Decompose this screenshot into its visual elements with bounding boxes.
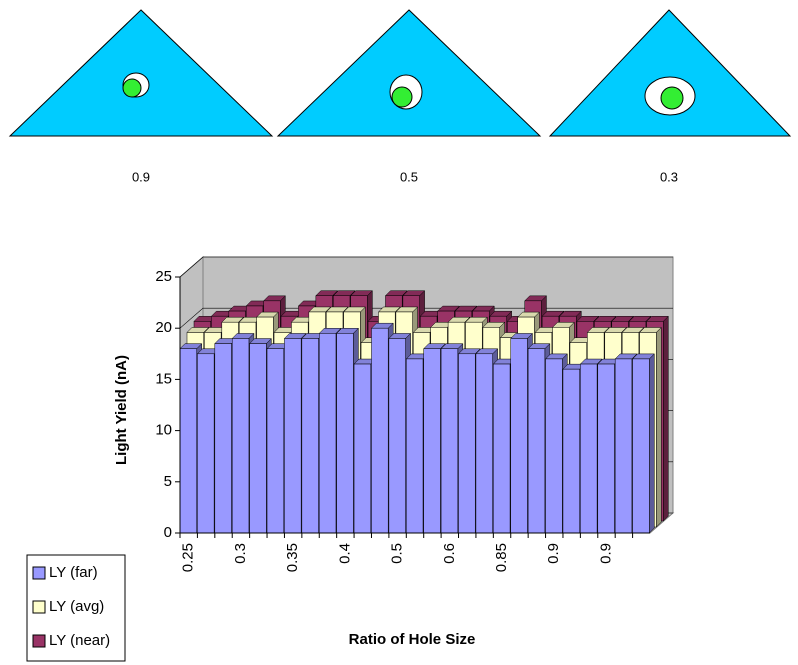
x-tick-label: 0.9: [597, 543, 614, 564]
y-tick-label: 5: [164, 473, 172, 490]
triangle: [278, 10, 540, 136]
bar: [215, 344, 232, 533]
bar: [633, 359, 650, 533]
bar: [337, 333, 354, 533]
bar: [232, 338, 249, 533]
legend-swatch: [33, 601, 45, 613]
bar: [459, 354, 476, 533]
bar: [563, 369, 580, 533]
legend-swatch: [33, 567, 45, 579]
x-tick-label: 0.25: [180, 543, 197, 572]
bar: [615, 359, 632, 533]
x-tick-label: 0.9: [545, 543, 562, 564]
fiber: [123, 79, 141, 97]
x-tick-label: 0.35: [284, 543, 301, 572]
bar: [441, 349, 458, 533]
bar: [406, 359, 423, 533]
bar: [180, 349, 197, 533]
bar: [389, 338, 406, 533]
x-tick-label: 0.85: [493, 543, 510, 572]
bar-side: [656, 327, 661, 527]
chart: 0 5 10 15 20 25 0.25 0.3 0.35 0.4 0.5 0.6 0.85 0.9 0.9: [155, 257, 673, 572]
legend-swatch: [33, 635, 45, 647]
x-axis-title: Ratio of Hole Size: [349, 631, 476, 648]
bar: [546, 359, 563, 533]
bar-side: [649, 354, 654, 533]
bar: [476, 354, 493, 533]
legend-label: LY (avg): [49, 598, 104, 615]
bar: [511, 338, 528, 533]
bar: [354, 364, 371, 533]
bar: [197, 354, 214, 533]
legend-label: LY (near): [49, 632, 110, 649]
y-tick-label: 10: [155, 422, 172, 439]
x-tick-label: 0.3: [232, 543, 249, 564]
bar: [493, 364, 510, 533]
y-tick-label: 25: [155, 268, 172, 285]
panel-label: 0.9: [132, 169, 150, 184]
bar: [598, 364, 615, 533]
triangle: [550, 10, 790, 136]
bar-side: [663, 316, 668, 521]
triangle: [10, 10, 272, 136]
x-tick-label: 0.4: [336, 543, 353, 564]
legend-label: LY (far): [49, 564, 98, 581]
bar: [284, 338, 301, 533]
fiber: [392, 87, 412, 107]
y-axis-title: Light Yield (nA): [113, 355, 130, 465]
page: 0.9 0.5 0.3 05101520250.250.30.350.40.50…: [0, 0, 798, 665]
panel-label: 0.3: [660, 169, 678, 184]
x-tick-label: 0.5: [389, 543, 406, 564]
x-tick-label: 0.6: [441, 543, 458, 564]
bar: [424, 349, 441, 533]
bar: [302, 338, 319, 533]
y-tick-label: 0: [164, 524, 172, 541]
hole-diagrams: 0.9 0.5 0.3: [10, 10, 790, 184]
bar: [267, 349, 284, 533]
bar: [319, 333, 336, 533]
y-tick-label: 15: [155, 370, 172, 387]
y-tick-label: 20: [155, 319, 172, 336]
bar: [250, 344, 267, 533]
bar: [580, 364, 597, 533]
panel-label: 0.5: [400, 169, 418, 184]
bar: [371, 328, 388, 533]
fiber: [661, 87, 683, 109]
bar: [528, 349, 545, 533]
